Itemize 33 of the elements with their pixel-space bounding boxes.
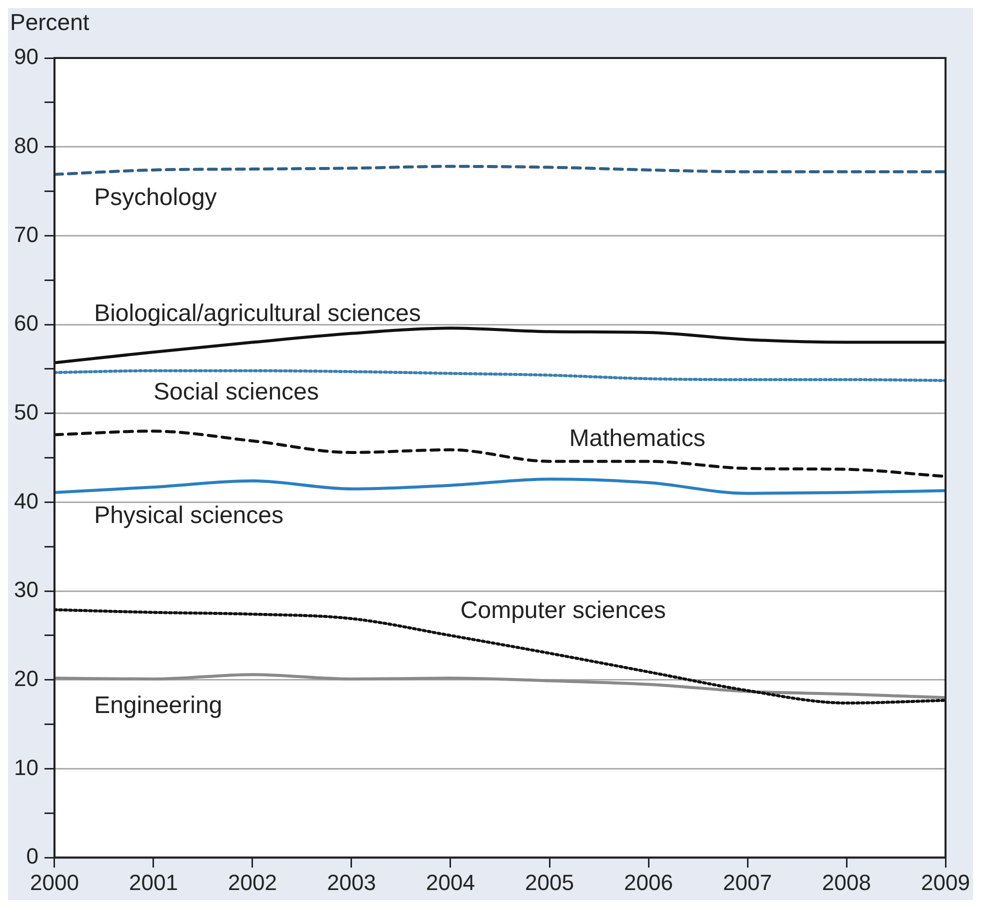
line-series [54,369,946,382]
series-label: Physical sciences [94,502,284,529]
x-tick-label: 2009 [921,870,970,895]
line-series [54,326,946,364]
y-tick-label: 70 [14,222,38,247]
line-series [54,430,946,478]
line-series [54,478,946,495]
series-label: Social sciences [153,378,319,406]
x-tick-label: 2002 [228,870,277,895]
series-label: Engineering [94,692,222,720]
x-tick-label: 2005 [525,870,574,895]
y-tick-label: 40 [14,488,38,514]
y-tick-label: 20 [14,666,38,691]
x-tick-label: 2007 [723,870,772,895]
y-tick-label: 30 [14,577,38,602]
line-series [54,164,946,176]
x-tick-label: 2000 [30,870,79,895]
x-tick-label: 2004 [426,870,475,895]
y-tick-label: 10 [14,754,38,780]
series-label: Computer sciences [460,596,666,624]
x-tick-label: 2001 [129,870,178,895]
series-label: Mathematics [569,424,706,452]
y-tick-label: 0 [26,844,38,869]
y-tick-label: 90 [14,44,38,70]
y-axis-title: Percent [10,8,90,35]
y-tick-label: 50 [14,399,38,424]
y-tick-label: 80 [14,132,38,158]
y-tick-label: 60 [14,310,38,336]
x-tick-label: 2003 [327,870,376,895]
x-tick-label: 2006 [624,870,673,895]
series-label: Psychology [94,184,217,212]
series-label: Biological/agricultural sciences [94,300,421,328]
x-tick-label: 2008 [822,870,871,895]
